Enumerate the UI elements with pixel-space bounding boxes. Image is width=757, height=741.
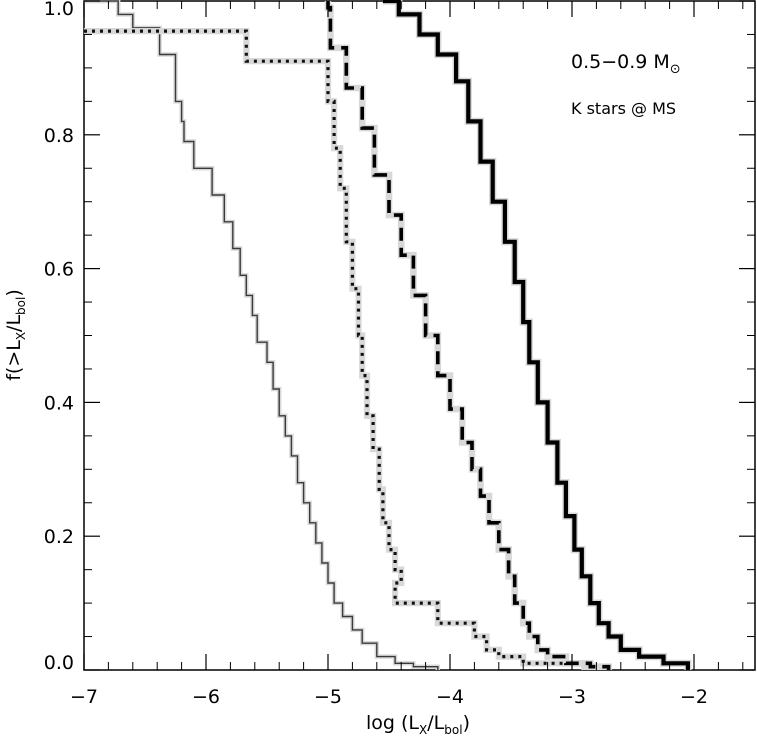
series-thin-line — [84, 0, 439, 670]
y-axis-label-sub-x: X — [14, 332, 28, 340]
y-tick-label: 0.6 — [44, 259, 74, 281]
y-axis-label: f(>LX/Lbol) — [3, 289, 28, 381]
x-axis-label-sub-bol: bol — [444, 723, 462, 737]
x-axis-label-sub-x: X — [419, 723, 427, 737]
y-axis-label-sub-bol: bol — [14, 297, 28, 315]
x-tick-label: −2 — [680, 686, 708, 708]
annotation-mass-range: 0.5−0.9 M⊙ — [571, 51, 681, 77]
y-tick-label: 0.2 — [44, 526, 74, 548]
annotation-stage: K stars @ MS — [571, 99, 676, 118]
series-dashed-line — [326, 1, 611, 670]
x-axis-label-mid: /L — [427, 712, 444, 734]
series-thick-line — [382, 0, 691, 670]
series-layer — [84, 0, 692, 671]
y-axis-label-mid: /L — [3, 315, 25, 332]
x-tick-label: −3 — [558, 686, 586, 708]
tick-layer: −7 −6 −5 −4 −3 −2 0.0 0.2 0.4 0.6 0.8 1.0 — [44, 0, 755, 708]
series-dotted-line — [84, 29, 586, 670]
y-axis-label-main: f(>L — [3, 340, 25, 381]
x-tick-label: −4 — [436, 686, 464, 708]
x-axis-label-end: ) — [463, 712, 470, 734]
annotation-mass-range-text: 0.5−0.9 M — [571, 51, 670, 73]
x-tick-label: −7 — [70, 686, 98, 708]
y-tick-label: 0.8 — [44, 125, 74, 147]
x-tick-label: −5 — [314, 686, 342, 708]
sun-symbol: ⊙ — [670, 62, 681, 77]
series-thin-halo — [84, 0, 440, 670]
y-axis-label-end: ) — [3, 289, 25, 296]
y-tick-label: 1.0 — [44, 0, 74, 20]
x-axis-label: log (LX/Lbol) — [366, 712, 470, 737]
y-tick-label: 0.4 — [44, 392, 74, 414]
x-tick-label: −6 — [192, 686, 220, 708]
y-tick-label: 0.0 — [44, 652, 74, 674]
x-axis-label-main: log (L — [366, 712, 419, 734]
